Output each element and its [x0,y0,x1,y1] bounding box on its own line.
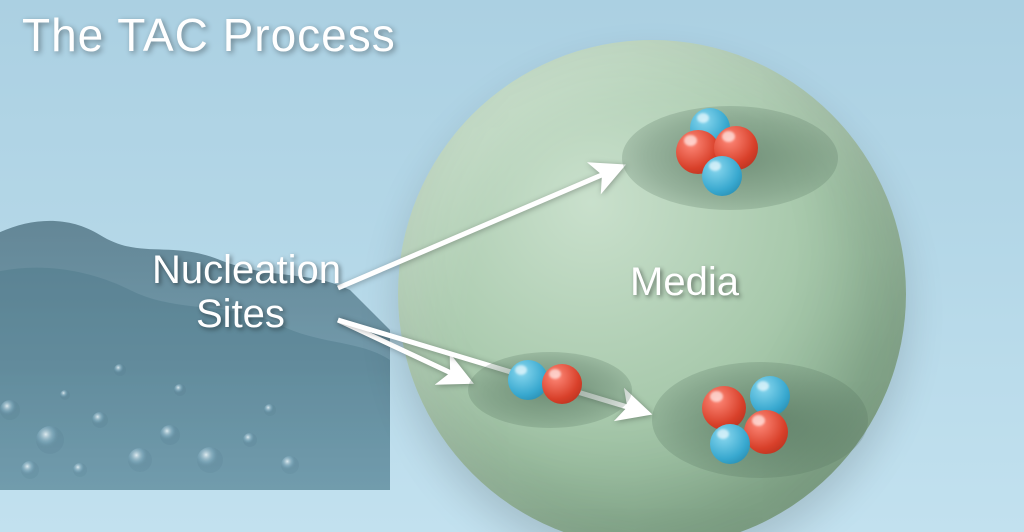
molecule-red [702,386,746,430]
molecule-blue [702,156,742,196]
molecule-red [744,410,788,454]
page-title: The TAC Process [22,8,396,62]
nucleation-label: Nucleation [152,248,341,292]
molecule-blue [710,424,750,464]
sites-label: Sites [196,292,285,336]
media-label: Media [630,260,739,304]
molecule-red [542,364,582,404]
